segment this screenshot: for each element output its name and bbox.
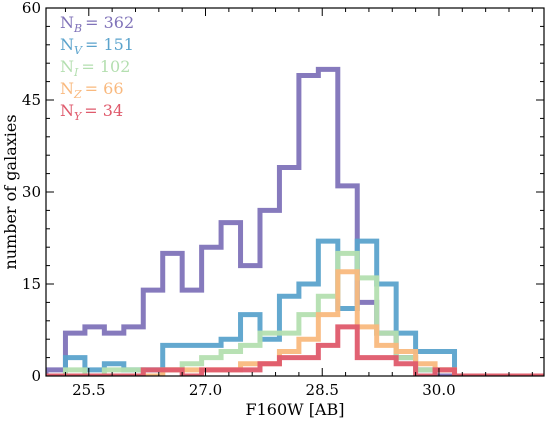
tick-marks: [46, 7, 544, 377]
legend-entry-b: NB = 362: [60, 13, 134, 35]
y-tick-label: 0: [31, 367, 41, 385]
legend-count: = 34: [84, 101, 123, 120]
legend-entry-z: NZ = 66: [60, 79, 124, 101]
legend-entry-y: NY = 34: [60, 101, 123, 123]
legend-count: = 66: [85, 79, 124, 98]
histogram-series-layer: [46, 66, 544, 376]
y-tick-label: 45: [22, 91, 41, 109]
x-axis-label: F160W [AB]: [246, 400, 345, 419]
legend-symbol: N: [60, 13, 74, 32]
y-tick-label: 15: [22, 275, 41, 293]
x-tick-label: 28.5: [306, 381, 339, 399]
legend-count: = 362: [85, 13, 134, 32]
series-y-histogram: [46, 324, 544, 376]
legend-entry-v: NV = 151: [60, 35, 134, 57]
legend-count: = 102: [81, 57, 130, 76]
legend-symbol: N: [60, 35, 74, 54]
x-tick-label: 30.0: [422, 381, 455, 399]
legend-count: = 151: [85, 35, 134, 54]
x-tick-label: 25.5: [72, 381, 105, 399]
legend-symbol: N: [60, 101, 74, 120]
legend-entry-i: NI = 102: [60, 57, 130, 79]
legend-subscript: Z: [73, 88, 82, 101]
legend-symbol: N: [60, 57, 74, 76]
legend-subscript: V: [74, 44, 83, 57]
series-z-histogram: [46, 269, 544, 376]
y-tick-label: 30: [22, 183, 41, 201]
tick-labels: 25.5 27.0 28.5 30.0 0 15 30 45 60: [22, 0, 456, 399]
legend-symbol: N: [60, 79, 74, 98]
legend-subscript: I: [73, 66, 79, 79]
y-tick-label: 60: [22, 0, 41, 17]
series-v-histogram: [46, 238, 544, 376]
legend-subscript: Y: [74, 110, 83, 123]
series-i-histogram: [46, 250, 544, 376]
x-tick-label: 27.0: [189, 381, 222, 399]
y-axis-label: number of galaxies: [1, 114, 20, 269]
legend-subscript: B: [73, 22, 82, 35]
